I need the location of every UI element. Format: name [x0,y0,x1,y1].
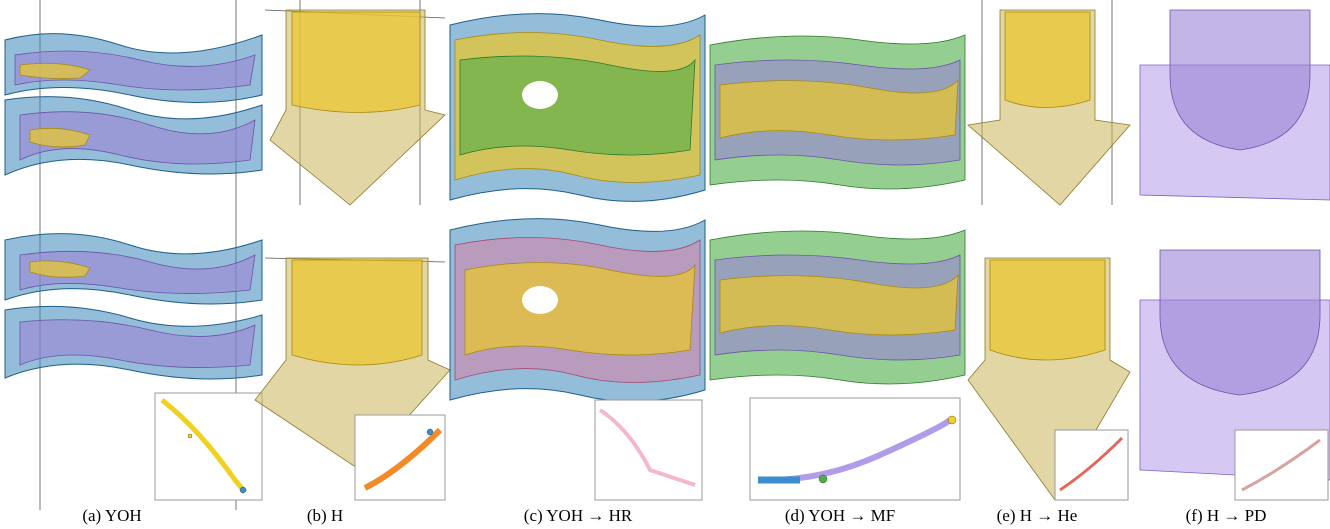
isosurface [990,260,1105,360]
panel-e [968,0,1130,500]
caption: (b) H [307,506,343,525]
caption: (f) H → PD [1186,506,1267,525]
panel-b [255,0,450,500]
isosurface [292,260,422,365]
scatter-point [819,475,827,483]
caption: (c) YOH → HR [524,506,633,525]
isosurface [1170,10,1310,150]
isosurface [1160,250,1320,395]
panel-d [710,35,965,500]
caption: (a) YOH [82,506,141,525]
flow-band [465,263,695,356]
scatter-point [188,434,192,438]
scatter-point [948,416,956,424]
scatter-point [240,487,246,493]
hole [522,286,558,314]
inset [1235,430,1328,500]
inset [595,400,702,500]
panel-f [1140,10,1330,500]
isosurface [292,12,420,113]
hole [522,81,558,109]
figure: (a) YOH (b) H (c) YOH → HR (d) YOH → MF … [0,0,1330,529]
caption: (e) H → He [997,506,1078,525]
page: (a) YOH (b) H (c) YOH → HR (d) YOH → MF … [0,0,1330,529]
caption: (d) YOH → MF [785,506,895,525]
scatter-point [427,429,433,435]
inset [750,398,960,500]
isosurface [1005,12,1090,108]
panel-c [450,14,705,500]
panel-a [5,0,262,510]
